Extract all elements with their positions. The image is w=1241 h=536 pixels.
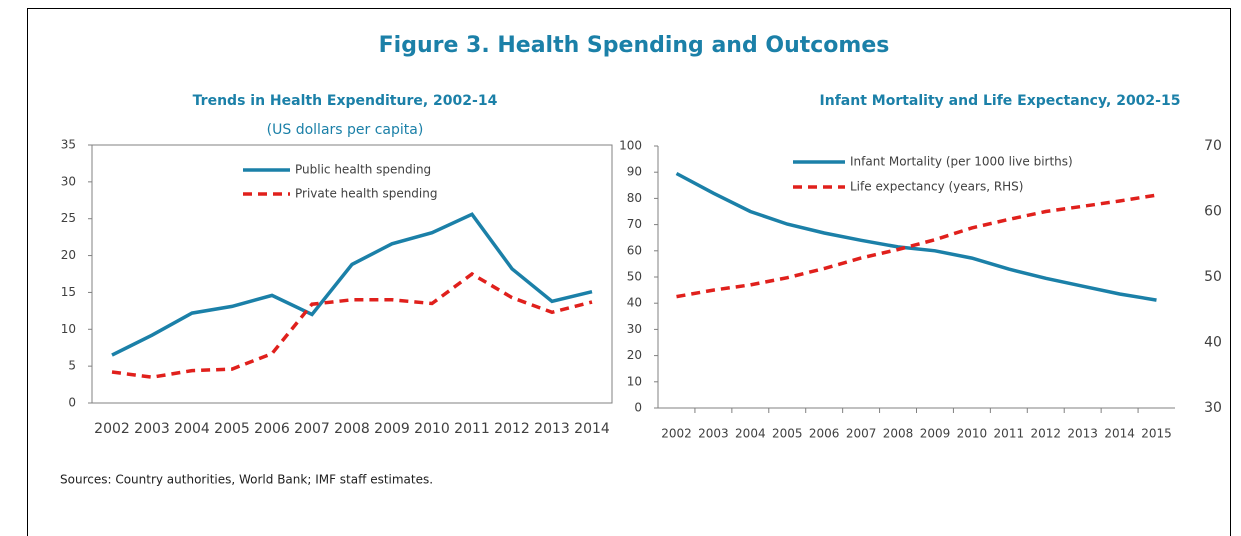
figure-title: Figure 3. Health Spending and Outcomes: [379, 33, 890, 58]
x-tick-label: 2010: [414, 421, 450, 437]
y-tick-label: 5: [68, 359, 76, 373]
x-tick-label: 2002: [661, 427, 692, 441]
x-tick-label: 2005: [214, 421, 250, 437]
y-tick-label: 10: [61, 322, 76, 336]
x-tick-label: 2013: [1067, 427, 1098, 441]
y-tick-label: 60: [627, 243, 642, 257]
x-tick-label: 2008: [883, 427, 914, 441]
y-tick-label: 30: [627, 322, 642, 336]
x-tick-label: 2013: [534, 421, 570, 437]
y-tick-label: 0: [68, 396, 76, 410]
y-tick-label: 10: [627, 374, 642, 388]
y-tick-label: 40: [627, 296, 642, 310]
chart-title: Infant Mortality and Life Expectancy, 20…: [820, 93, 1181, 109]
series-line: [111, 271, 593, 379]
y-tick-label: 50: [627, 270, 642, 284]
x-tick-label: 2012: [494, 421, 530, 437]
x-tick-label: 2004: [735, 427, 766, 441]
series-line: [676, 193, 1157, 299]
x-tick-label: 2003: [698, 427, 729, 441]
x-tick-label: 2007: [294, 421, 330, 437]
x-tick-label: 2011: [994, 427, 1025, 441]
legend-label: Life expectancy (years, RHS): [850, 180, 1023, 194]
frame: [27, 8, 1231, 536]
chart-subtitle: (US dollars per capita): [267, 122, 424, 138]
chart-title: Trends in Health Expenditure, 2002-14: [193, 93, 498, 109]
y-tick-label: 30: [61, 174, 76, 188]
source-note: Sources: Country authorities, World Bank…: [60, 473, 433, 487]
y-tick-label: 20: [627, 348, 642, 362]
y2-tick-label: 60: [1204, 204, 1222, 220]
x-tick-label: 2009: [920, 427, 951, 441]
x-tick-label: 2014: [574, 421, 610, 437]
x-tick-label: 2002: [94, 421, 130, 437]
x-tick-label: 2006: [254, 421, 290, 437]
series-line: [675, 171, 1157, 302]
legend-label: Infant Mortality (per 1000 live births): [850, 155, 1073, 169]
y-tick-label: 90: [627, 165, 642, 179]
x-tick-label: 2003: [134, 421, 170, 437]
y2-tick-label: 30: [1204, 400, 1222, 416]
x-tick-label: 2010: [957, 427, 988, 441]
x-tick-label: 2012: [1030, 427, 1061, 441]
y2-tick-label: 40: [1204, 335, 1222, 351]
y-tick-label: 25: [61, 211, 76, 225]
x-tick-label: 2011: [454, 421, 490, 437]
x-tick-label: 2009: [374, 421, 410, 437]
y-tick-label: 100: [619, 139, 642, 153]
legend-label: Private health spending: [295, 187, 437, 201]
y-tick-label: 20: [61, 248, 76, 262]
series-line: [111, 212, 593, 357]
x-tick-label: 2004: [174, 421, 210, 437]
y2-tick-label: 70: [1204, 138, 1222, 154]
y-tick-label: 15: [61, 285, 76, 299]
y-tick-label: 70: [627, 217, 642, 231]
x-tick-label: 2014: [1104, 427, 1135, 441]
y-tick-label: 35: [61, 138, 76, 152]
plot-frame: [91, 144, 613, 404]
x-tick-label: 2005: [772, 427, 803, 441]
y2-tick-label: 50: [1204, 269, 1222, 285]
x-tick-label: 2008: [334, 421, 370, 437]
y-tick-label: 0: [634, 401, 642, 415]
x-tick-label: 2007: [846, 427, 877, 441]
x-tick-label: 2015: [1141, 427, 1172, 441]
y-tick-label: 80: [627, 191, 642, 205]
x-tick-label: 2006: [809, 427, 840, 441]
legend-label: Public health spending: [295, 163, 431, 177]
